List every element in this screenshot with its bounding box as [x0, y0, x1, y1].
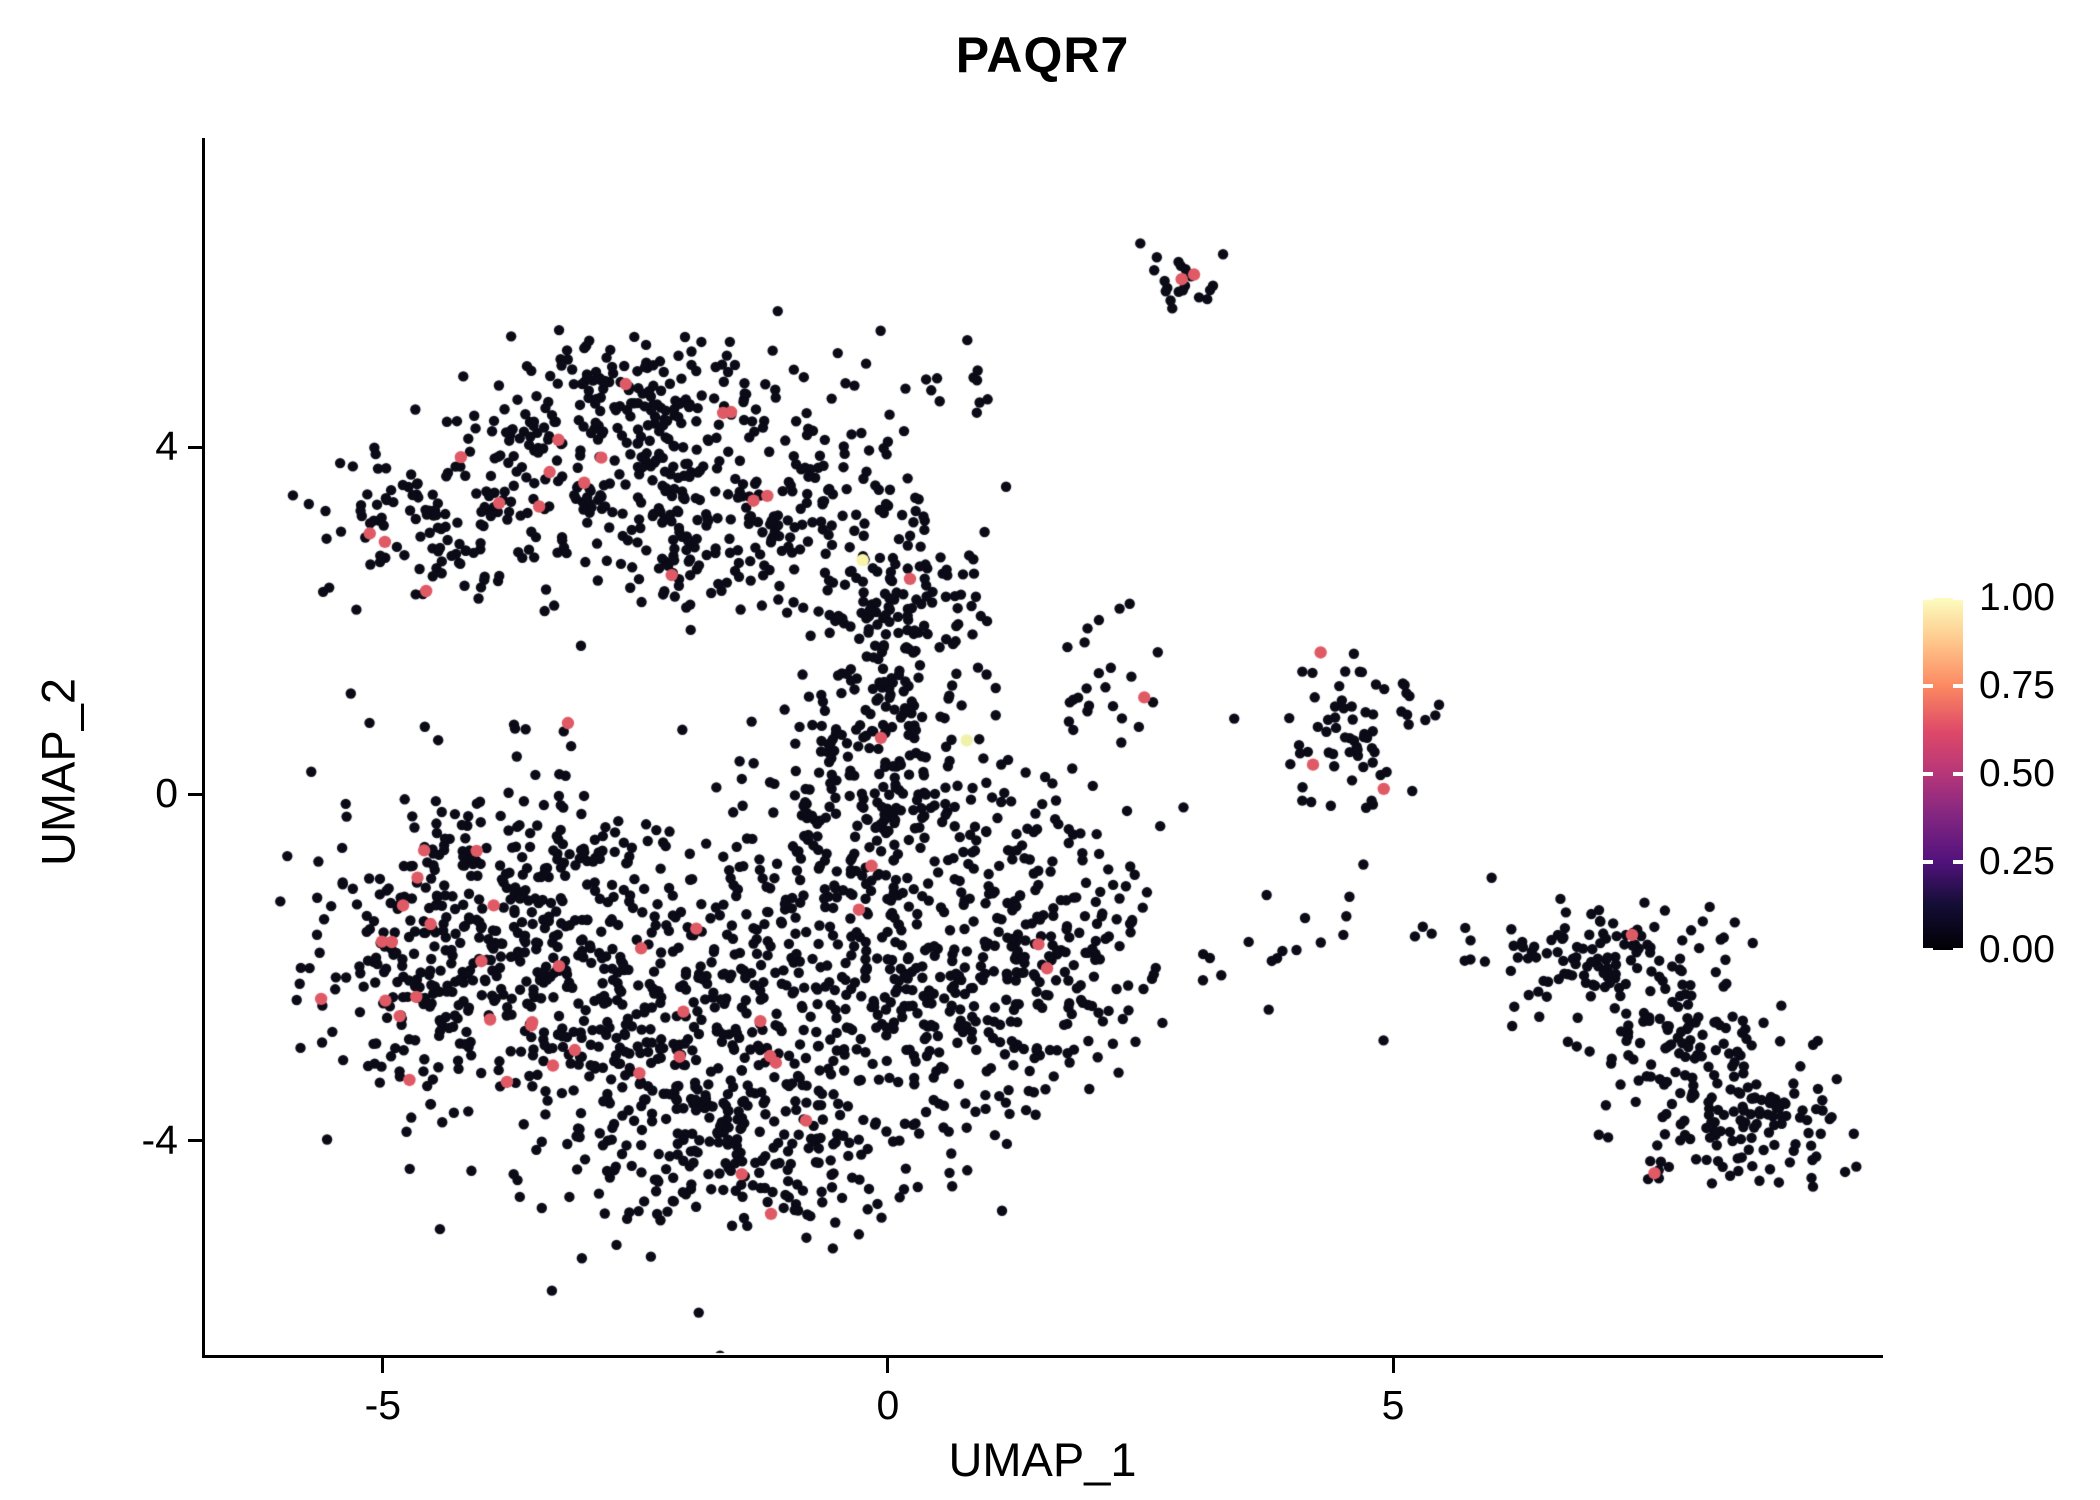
- colorbar-tick-mark: [1953, 684, 1963, 688]
- colorbar-tick-label: 0.00: [1979, 928, 2055, 971]
- plot-title: PAQR7: [955, 27, 1130, 83]
- y-axis-line: [202, 138, 205, 1358]
- colorbar-tick-label: 0.75: [1979, 664, 2055, 707]
- y-tick-mark: [188, 1139, 202, 1143]
- y-tick-mark: [188, 445, 202, 449]
- x-tick-mark: [886, 1358, 890, 1373]
- colorbar-tick-label: 0.25: [1979, 840, 2055, 883]
- y-tick-mark: [188, 792, 202, 796]
- x-tick-label: 0: [876, 1382, 900, 1428]
- x-axis-label: UMAP_1: [948, 1433, 1137, 1486]
- x-axis-line: [202, 1355, 1883, 1358]
- y-tick-label: -4: [141, 1116, 178, 1163]
- colorbar-tick-mark: [1953, 860, 1963, 864]
- colorbar-tick-label: 1.00: [1979, 576, 2055, 619]
- colorbar-tick-mark: [1923, 684, 1933, 688]
- colorbar-tick-mark: [1953, 948, 1963, 952]
- colorbar-legend: 1.00 0.75 0.50 0.25 0.00: [1923, 576, 2100, 971]
- x-tick-label: 5: [1381, 1382, 1405, 1428]
- x-tick-label: -5: [364, 1382, 402, 1428]
- colorbar-tick-label: 0.50: [1979, 752, 2055, 795]
- colorbar-tick-mark: [1923, 948, 1933, 952]
- colorbar-tick-mark: [1953, 772, 1963, 776]
- x-tick-mark: [381, 1358, 385, 1373]
- colorbar-tick-mark: [1923, 860, 1933, 864]
- y-axis-label: UMAP_2: [31, 677, 85, 867]
- colorbar-tick-mark: [1953, 596, 1963, 600]
- y-tick-label: 4: [155, 423, 178, 470]
- colorbar-tick-mark: [1923, 596, 1933, 600]
- y-tick-label: 0: [155, 770, 178, 817]
- colorbar-tick-mark: [1923, 772, 1933, 776]
- x-tick-mark: [1391, 1358, 1395, 1373]
